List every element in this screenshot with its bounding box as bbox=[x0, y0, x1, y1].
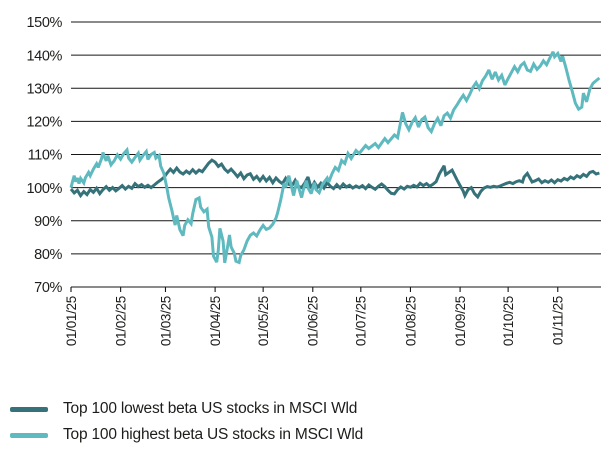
x-axis-tick-label: 01/05/25 bbox=[256, 296, 271, 346]
legend-swatch-highest-beta bbox=[10, 432, 48, 438]
y-axis-tick-label: 80% bbox=[34, 247, 62, 263]
y-axis-tick-label: 130% bbox=[27, 81, 63, 97]
legend-item-lowest-beta: Top 100 lowest beta US stocks in MSCI Wl… bbox=[10, 396, 616, 422]
x-axis-tick-label: 01/10/25 bbox=[501, 296, 516, 346]
x-axis-tick-label: 01/06/25 bbox=[306, 296, 321, 346]
x-axis-tick-label: 01/11/25 bbox=[551, 296, 566, 345]
legend-label-lowest-beta: Top 100 lowest beta US stocks in MSCI Wl… bbox=[63, 400, 358, 417]
series-line-lowest-beta bbox=[69, 158, 600, 200]
y-axis-tick-label: 110% bbox=[28, 148, 63, 164]
legend-item-highest-beta: Top 100 highest beta US stocks in MSCI W… bbox=[10, 422, 616, 448]
y-axis-tick-label: 100% bbox=[27, 181, 63, 197]
x-axis-tick-label: 01/09/25 bbox=[453, 296, 468, 346]
x-axis-tick-label: 01/01/25 bbox=[64, 296, 79, 346]
y-axis-tick-label: 90% bbox=[34, 214, 62, 230]
y-axis-tick-label: 150% bbox=[27, 15, 63, 31]
legend-label-highest-beta: Top 100 highest beta US stocks in MSCI W… bbox=[63, 426, 364, 443]
series-line-highest-beta bbox=[69, 50, 601, 265]
x-axis-tick-label: 01/08/25 bbox=[403, 296, 418, 346]
y-axis-tick-label: 70% bbox=[34, 280, 62, 296]
y-axis-tick-label: 140% bbox=[27, 48, 63, 64]
x-axis-tick-label: 01/04/25 bbox=[208, 296, 223, 346]
x-axis-tick-label: 01/07/25 bbox=[354, 296, 369, 346]
legend-swatch-lowest-beta bbox=[10, 406, 48, 412]
x-axis-tick-label: 01/02/25 bbox=[113, 296, 128, 346]
y-axis-tick-label: 120% bbox=[27, 115, 63, 131]
x-axis-tick-label: 01/03/25 bbox=[158, 296, 173, 346]
chart-legend: Top 100 lowest beta US stocks in MSCI Wl… bbox=[10, 396, 616, 448]
beta-performance-chart: 150% 140% 130% 120% 110% 100% 90% 80% 70%01/01/2… bbox=[27, 15, 601, 346]
